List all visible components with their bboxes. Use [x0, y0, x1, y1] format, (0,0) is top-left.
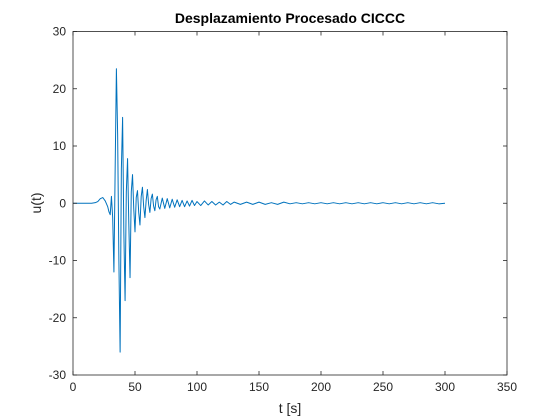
chart-title: Desplazamiento Procesado CICCC	[175, 10, 405, 26]
x-tick-label: 250	[373, 380, 393, 394]
x-tick-label: 300	[435, 380, 455, 394]
y-tick-label: 10	[53, 139, 67, 153]
y-tick-label: -10	[49, 254, 67, 268]
x-tick-label: 350	[497, 380, 517, 394]
x-tick-label: 200	[311, 380, 331, 394]
y-tick-label: -30	[49, 368, 67, 382]
x-tick-label: 150	[249, 380, 269, 394]
x-tick-label: 100	[187, 380, 207, 394]
x-tick-label: 50	[128, 380, 142, 394]
y-axis-label: u(t)	[28, 193, 44, 214]
x-tick-label: 0	[70, 380, 77, 394]
y-tick-label: 0	[59, 196, 66, 210]
series-line-0	[73, 68, 446, 353]
y-tick-label: -20	[49, 311, 67, 325]
x-axis-label: t [s]	[279, 400, 302, 416]
series-layer	[73, 68, 446, 353]
axes-layer	[72, 31, 508, 376]
tick-labels: 0 50 100 150 200 250 300 350 -30 -20 -10 0 10 20 30	[49, 25, 518, 395]
y-tick-label: 20	[53, 82, 67, 96]
y-tick-label: 30	[53, 25, 67, 39]
